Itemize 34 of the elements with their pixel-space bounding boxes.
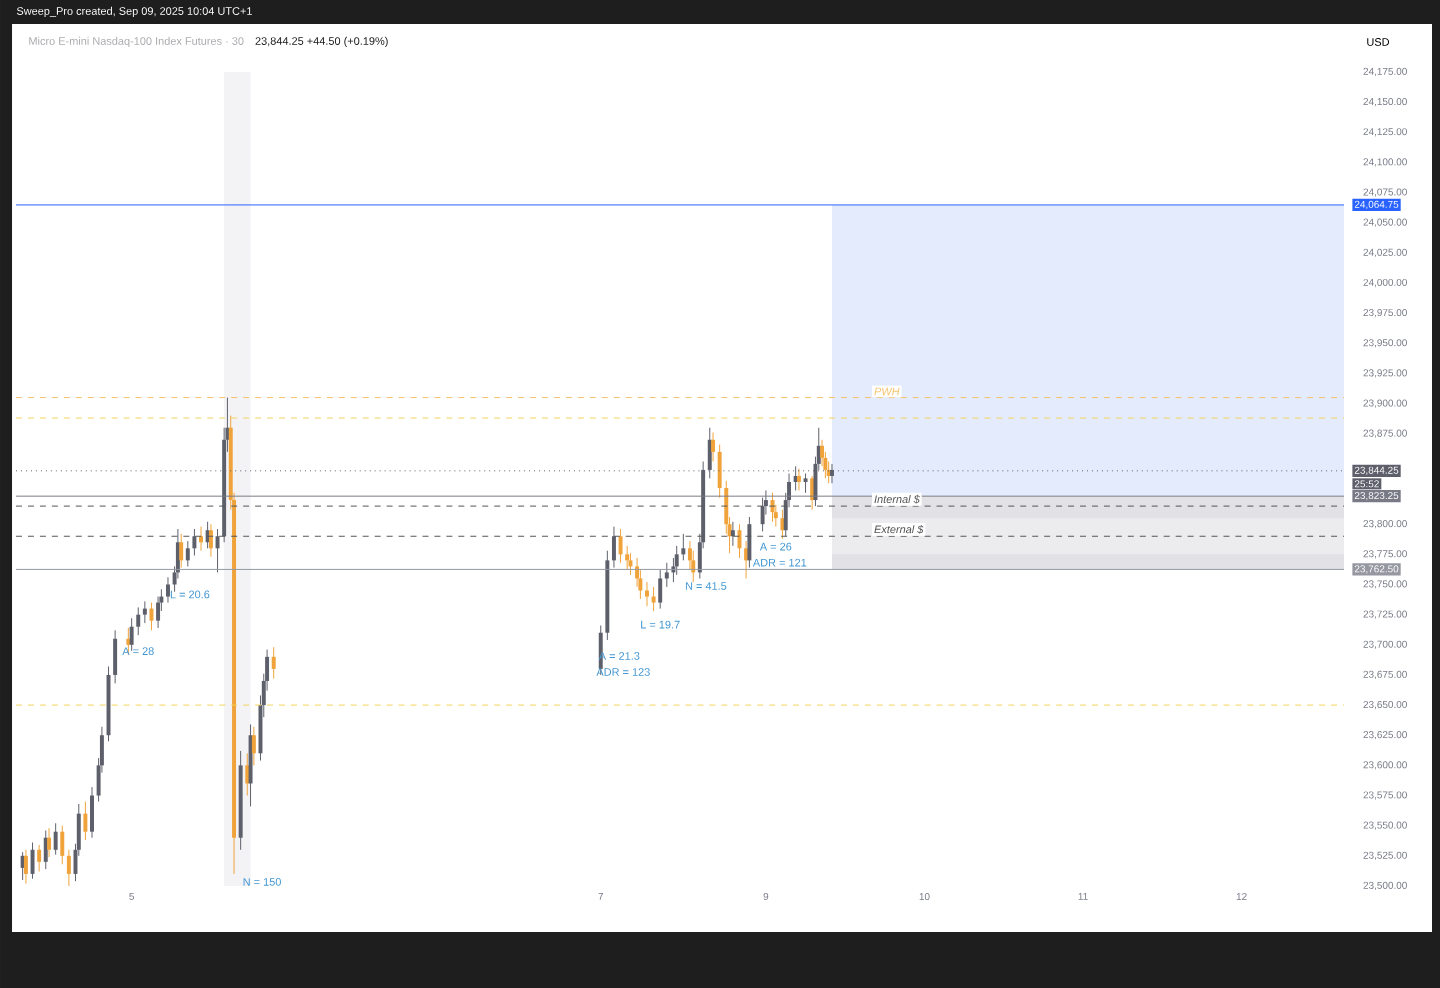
candlestick	[674, 545, 679, 576]
candlestick	[66, 849, 71, 887]
candlestick	[90, 786, 94, 839]
candlestick	[53, 822, 58, 856]
candlestick	[618, 528, 623, 564]
candlestick	[136, 606, 141, 636]
candlestick	[149, 602, 154, 631]
candlestick	[37, 844, 42, 872]
candlestick	[192, 528, 197, 557]
candlestick	[271, 646, 276, 680]
candlestick	[199, 526, 203, 552]
candlestick	[129, 617, 134, 652]
candlestick	[185, 540, 190, 567]
candlestick	[30, 842, 35, 880]
candlestick	[83, 801, 88, 841]
candlestick	[747, 516, 752, 569]
candlestick	[142, 600, 147, 624]
candlestick	[717, 444, 722, 499]
candlestick	[803, 473, 808, 494]
candlestick	[165, 576, 170, 604]
candlestick	[611, 526, 616, 569]
candlestick	[711, 432, 716, 462]
candlestick	[664, 562, 669, 588]
candlestick	[628, 552, 633, 576]
candlestick	[645, 581, 649, 607]
candlestick	[760, 497, 765, 532]
candlestick	[179, 533, 184, 569]
candlestick	[658, 569, 663, 610]
candlestick	[47, 827, 52, 858]
candlestick	[780, 509, 785, 540]
candlestick	[651, 586, 656, 612]
candlestick	[681, 533, 686, 561]
candlestick	[60, 825, 65, 865]
candlestick	[245, 752, 250, 797]
